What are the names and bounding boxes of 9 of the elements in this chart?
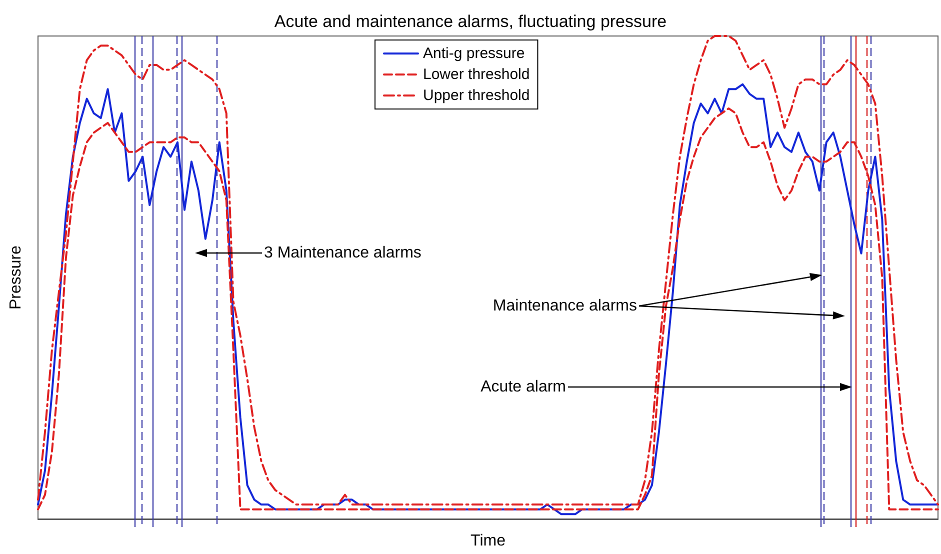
annotation: 3 Maintenance alarms xyxy=(264,244,422,262)
legend-label: Lower threshold xyxy=(423,66,530,83)
x-axis-title: Time xyxy=(470,532,506,550)
legend-label: Anti-g pressure xyxy=(423,45,525,62)
annotation: Acute alarm xyxy=(480,378,566,396)
legend-label: Upper threshold xyxy=(423,87,530,104)
annotation: Maintenance alarms xyxy=(492,298,637,314)
y-axis-title: Pressure xyxy=(8,245,24,310)
chart-title: Acute and maintenance alarms, fluctuating pressure xyxy=(274,12,667,31)
